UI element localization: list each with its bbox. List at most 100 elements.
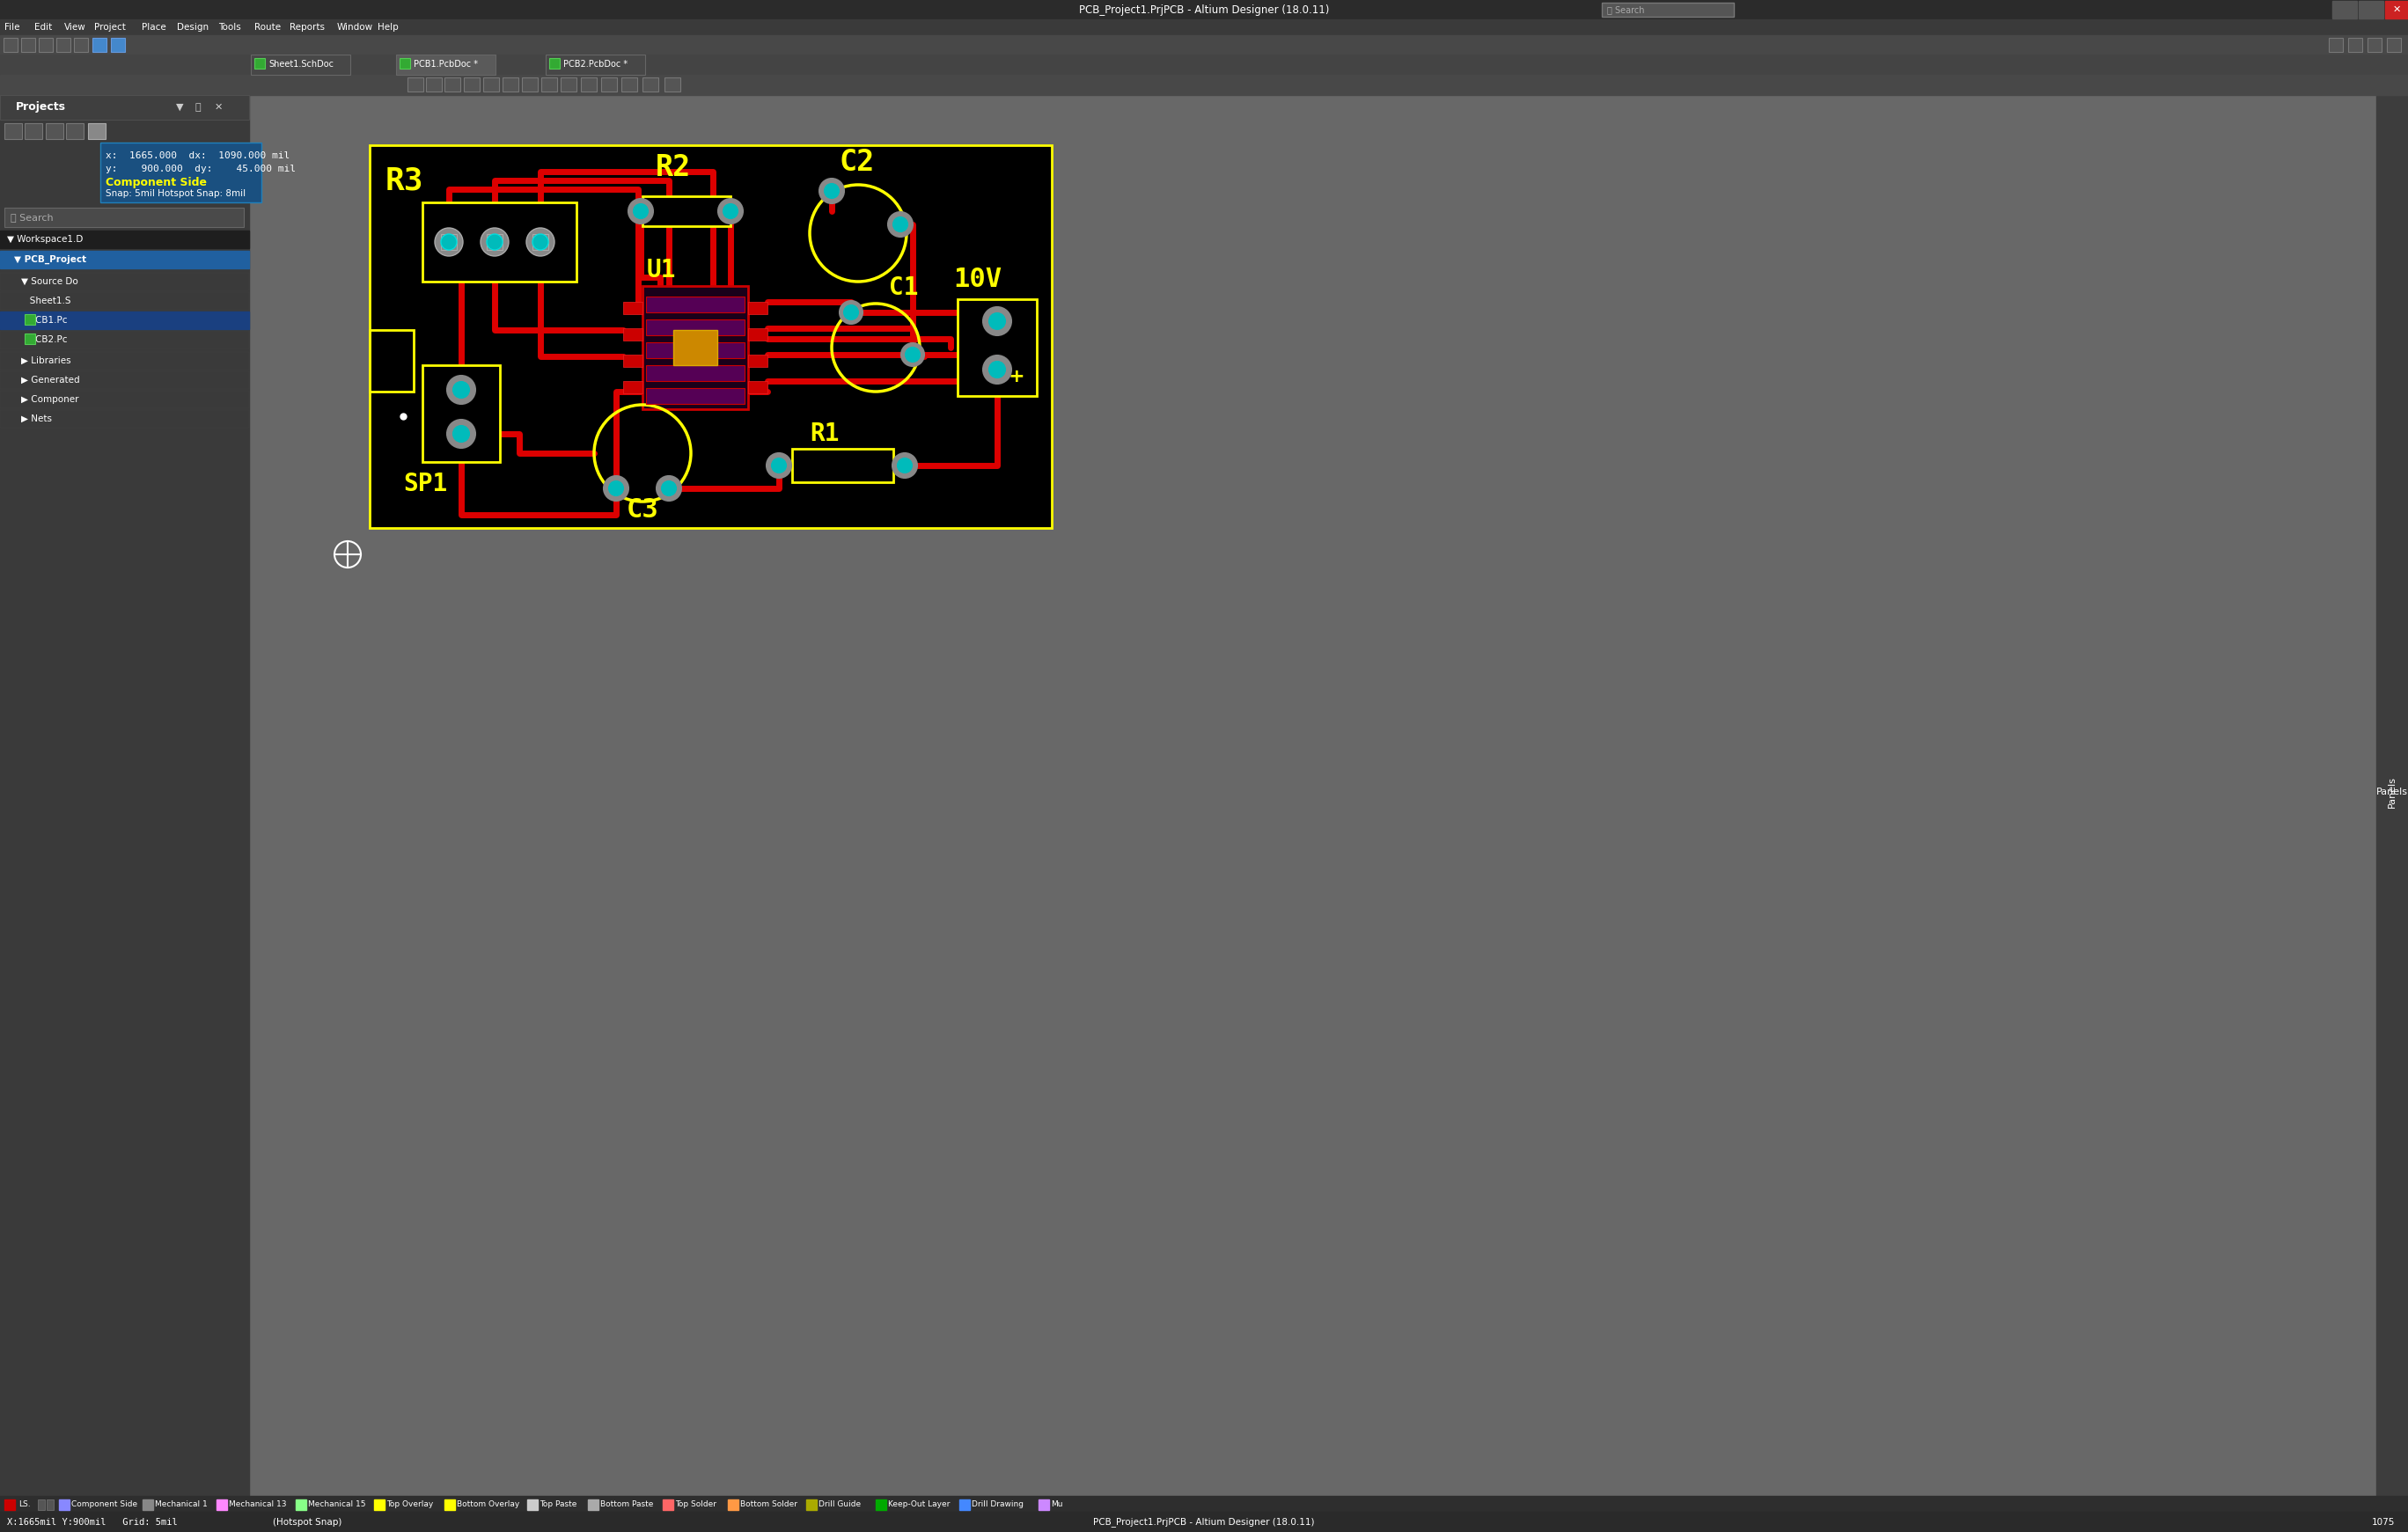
Bar bbox=[549, 58, 559, 69]
Text: Bottom Overlay: Bottom Overlay bbox=[458, 1501, 520, 1509]
Circle shape bbox=[990, 362, 1004, 377]
Circle shape bbox=[604, 476, 628, 501]
Text: 10V: 10V bbox=[954, 267, 1002, 293]
Text: Panels: Panels bbox=[2389, 777, 2396, 807]
Bar bbox=[5, 123, 22, 139]
Bar bbox=[407, 78, 424, 92]
Text: Mu: Mu bbox=[1050, 1501, 1062, 1509]
Bar bbox=[0, 35, 2408, 55]
Bar bbox=[561, 78, 576, 92]
Text: Place: Place bbox=[142, 23, 166, 32]
Text: LS.: LS. bbox=[19, 1501, 31, 1509]
Text: Sheet1.S: Sheet1.S bbox=[22, 297, 70, 305]
Bar bbox=[523, 78, 537, 92]
Circle shape bbox=[453, 381, 470, 398]
Text: x:  1665.000  dx:  1090.000 mil: x: 1665.000 dx: 1090.000 mil bbox=[106, 152, 289, 161]
Circle shape bbox=[453, 426, 470, 441]
Text: Bottom Solder: Bottom Solder bbox=[739, 1501, 797, 1509]
Bar bbox=[645, 320, 744, 336]
Text: Snap: 5mil Hotspot Snap: 8mil: Snap: 5mil Hotspot Snap: 8mil bbox=[106, 188, 246, 198]
Text: Drill Guide: Drill Guide bbox=[819, 1501, 862, 1509]
Bar bbox=[665, 78, 681, 92]
Text: ▶ Componer: ▶ Componer bbox=[22, 395, 79, 404]
Circle shape bbox=[609, 481, 624, 495]
Text: Mechanical 15: Mechanical 15 bbox=[308, 1501, 366, 1509]
Circle shape bbox=[845, 305, 857, 320]
Bar bbox=[441, 234, 458, 250]
Bar bbox=[643, 78, 657, 92]
Text: ✕: ✕ bbox=[2394, 5, 2401, 14]
Bar bbox=[421, 202, 576, 282]
Text: Bottom Paste: Bottom Paste bbox=[600, 1501, 653, 1509]
Bar bbox=[643, 286, 749, 409]
Text: (Hotspot Snap): (Hotspot Snap) bbox=[272, 1518, 342, 1527]
Bar bbox=[749, 354, 768, 368]
Text: Sheet1.SchDoc: Sheet1.SchDoc bbox=[267, 60, 335, 69]
Bar bbox=[2333, 2, 2357, 18]
Bar bbox=[542, 78, 556, 92]
Text: Edit: Edit bbox=[34, 23, 53, 32]
Text: Drill Drawing: Drill Drawing bbox=[973, 1501, 1023, 1509]
Text: SP1: SP1 bbox=[402, 472, 448, 496]
Bar bbox=[2, 38, 17, 52]
Bar bbox=[645, 342, 744, 358]
Text: X:1665mil Y:900mil   Grid: 5mil: X:1665mil Y:900mil Grid: 5mil bbox=[7, 1518, 178, 1527]
Circle shape bbox=[486, 234, 503, 250]
Bar bbox=[621, 78, 638, 92]
Bar bbox=[749, 302, 768, 314]
Bar bbox=[624, 381, 643, 394]
Circle shape bbox=[840, 300, 862, 323]
Circle shape bbox=[482, 228, 508, 256]
Bar bbox=[250, 55, 349, 75]
Bar bbox=[2348, 38, 2362, 52]
Text: Projects: Projects bbox=[17, 101, 65, 113]
Bar bbox=[0, 251, 248, 268]
Bar bbox=[2367, 38, 2382, 52]
Bar bbox=[0, 273, 248, 291]
Text: Help: Help bbox=[378, 23, 400, 32]
Text: View: View bbox=[65, 23, 87, 32]
Bar bbox=[792, 449, 893, 483]
Bar bbox=[22, 38, 36, 52]
Bar bbox=[1601, 3, 1734, 17]
Bar bbox=[749, 381, 768, 394]
Text: PCB2.Pc: PCB2.Pc bbox=[22, 336, 67, 345]
Bar bbox=[2384, 2, 2408, 18]
Circle shape bbox=[535, 236, 547, 248]
Circle shape bbox=[898, 458, 913, 472]
Bar bbox=[24, 334, 36, 345]
Text: Tools: Tools bbox=[219, 23, 241, 32]
Bar bbox=[0, 55, 2408, 75]
Text: Route: Route bbox=[253, 23, 279, 32]
Bar bbox=[2377, 95, 2408, 1495]
Bar bbox=[217, 1500, 226, 1511]
Text: R3: R3 bbox=[385, 165, 424, 196]
Bar bbox=[426, 78, 441, 92]
Bar bbox=[0, 95, 248, 1495]
Circle shape bbox=[489, 236, 501, 248]
Text: 🔍 Search: 🔍 Search bbox=[1606, 5, 1645, 14]
Bar bbox=[58, 1500, 70, 1511]
Circle shape bbox=[982, 306, 1011, 336]
Bar bbox=[2386, 38, 2401, 52]
Bar bbox=[877, 1500, 886, 1511]
Text: +: + bbox=[1009, 368, 1026, 386]
Circle shape bbox=[436, 228, 462, 256]
Bar bbox=[486, 234, 503, 250]
Bar bbox=[142, 1500, 154, 1511]
Text: y:    900.000  dy:    45.000 mil: y: 900.000 dy: 45.000 mil bbox=[106, 164, 296, 173]
Text: C2: C2 bbox=[838, 149, 874, 178]
Bar bbox=[484, 78, 498, 92]
Text: U1: U1 bbox=[648, 257, 677, 282]
Bar bbox=[1038, 1500, 1050, 1511]
Text: PCB1.Pc: PCB1.Pc bbox=[22, 316, 67, 325]
Bar bbox=[727, 1500, 739, 1511]
Bar bbox=[503, 78, 518, 92]
Bar bbox=[0, 0, 2408, 20]
Text: Project: Project bbox=[94, 23, 125, 32]
Circle shape bbox=[722, 204, 737, 218]
Text: C3: C3 bbox=[626, 498, 660, 522]
Bar bbox=[662, 1500, 672, 1511]
Bar bbox=[0, 371, 248, 389]
Circle shape bbox=[448, 375, 474, 404]
